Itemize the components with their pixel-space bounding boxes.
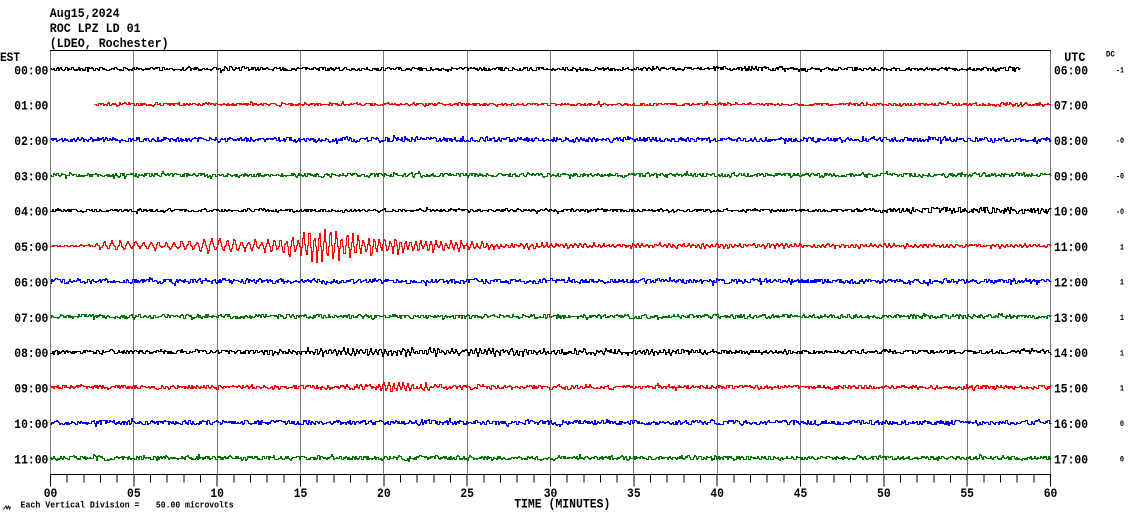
svg-text:-0: -0 — [1116, 136, 1124, 146]
svg-text:-1: -1 — [1116, 66, 1124, 76]
svg-text:01:00: 01:00 — [14, 99, 48, 114]
svg-text:55: 55 — [960, 486, 974, 501]
svg-text:50.00 microvolts: 50.00 microvolts — [156, 500, 234, 511]
svg-text:UTC: UTC — [1064, 50, 1085, 65]
svg-text:05:00: 05:00 — [14, 240, 48, 255]
svg-text:03:00: 03:00 — [14, 169, 48, 184]
svg-text:00: 00 — [44, 486, 58, 501]
svg-text:14:00: 14:00 — [1054, 346, 1088, 361]
svg-text:60: 60 — [1044, 486, 1058, 501]
svg-text:09:00: 09:00 — [14, 382, 48, 397]
svg-text:DC: DC — [1106, 51, 1115, 60]
svg-text:10: 10 — [210, 486, 224, 501]
svg-text:30: 30 — [544, 486, 558, 501]
svg-text:-0: -0 — [1116, 207, 1124, 217]
svg-text:05: 05 — [127, 486, 141, 501]
svg-text:1: 1 — [1120, 348, 1124, 358]
svg-text:10:00: 10:00 — [14, 417, 48, 432]
svg-text:25: 25 — [460, 486, 474, 501]
svg-text:TIME (MINUTES): TIME (MINUTES) — [514, 497, 610, 512]
svg-text:06:00: 06:00 — [14, 275, 48, 290]
svg-text:06:00: 06:00 — [1054, 63, 1088, 78]
svg-text:07:00: 07:00 — [14, 311, 48, 326]
svg-text:Each Vertical Division =: Each Vertical Division = — [21, 500, 140, 511]
svg-text:0: 0 — [1120, 419, 1124, 429]
svg-text:45: 45 — [794, 486, 808, 501]
svg-text:35: 35 — [627, 486, 641, 501]
svg-text:00:00: 00:00 — [14, 63, 48, 78]
svg-text:Aug15,2024: Aug15,2024 — [50, 6, 120, 21]
svg-text:ROC LPZ LD 01: ROC LPZ LD 01 — [50, 21, 141, 36]
svg-text:11:00: 11:00 — [14, 452, 48, 467]
svg-text:50: 50 — [877, 486, 891, 501]
svg-text:15:00: 15:00 — [1054, 382, 1088, 397]
svg-text:-0: -0 — [1116, 172, 1124, 182]
svg-text:EST: EST — [0, 50, 20, 65]
svg-text:11:00: 11:00 — [1054, 240, 1088, 255]
svg-text:40: 40 — [710, 486, 724, 501]
svg-text:0: 0 — [1120, 454, 1124, 464]
svg-text:04:00: 04:00 — [14, 205, 48, 220]
svg-text:07:00: 07:00 — [1054, 99, 1088, 114]
svg-text:1: 1 — [1120, 384, 1124, 394]
svg-text:08:00: 08:00 — [14, 346, 48, 361]
svg-text:10:00: 10:00 — [1054, 205, 1088, 220]
svg-text:16:00: 16:00 — [1054, 417, 1088, 432]
svg-text:15: 15 — [294, 486, 308, 501]
svg-text:12:00: 12:00 — [1054, 275, 1088, 290]
svg-text:20: 20 — [377, 486, 391, 501]
svg-text:1: 1 — [1120, 278, 1124, 288]
svg-text:02:00: 02:00 — [14, 134, 48, 149]
svg-text:(LDEO, Rochester): (LDEO, Rochester) — [50, 36, 169, 51]
svg-text:09:00: 09:00 — [1054, 169, 1088, 184]
svg-text:08:00: 08:00 — [1054, 134, 1088, 149]
svg-text:17:00: 17:00 — [1054, 452, 1088, 467]
svg-text:13:00: 13:00 — [1054, 311, 1088, 326]
svg-text:1: 1 — [1120, 242, 1124, 252]
svg-text:1: 1 — [1120, 313, 1124, 323]
